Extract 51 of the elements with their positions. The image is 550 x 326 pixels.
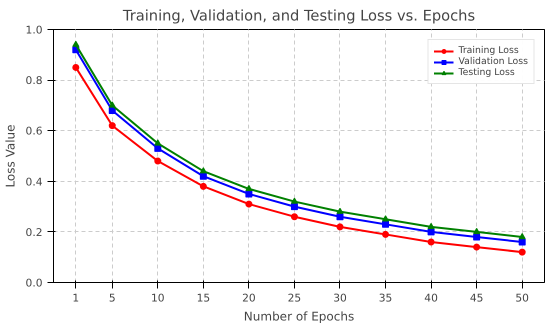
point bbox=[154, 158, 162, 165]
x-tick-label: 1 bbox=[72, 292, 80, 304]
x-tick-label: 30 bbox=[333, 292, 347, 304]
point bbox=[428, 222, 435, 230]
point bbox=[336, 223, 344, 230]
point bbox=[72, 40, 80, 47]
point bbox=[382, 230, 390, 238]
point bbox=[245, 190, 252, 198]
x-tick-label: 10 bbox=[151, 292, 165, 304]
point bbox=[428, 238, 435, 246]
y-tick-label: 0.0 bbox=[26, 276, 43, 290]
chart-title: Training, Validation, and Testing Loss vs. Epochs bbox=[122, 8, 476, 24]
point bbox=[290, 198, 298, 204]
point bbox=[473, 233, 480, 240]
y-axis-title: Loss Value bbox=[4, 124, 18, 188]
point bbox=[428, 228, 435, 236]
point bbox=[200, 182, 207, 190]
point bbox=[245, 200, 252, 208]
x-tick-label: 15 bbox=[196, 292, 210, 304]
point bbox=[108, 122, 116, 130]
x-tick-label: 20 bbox=[242, 292, 256, 304]
legend-label: Training Loss bbox=[458, 45, 519, 56]
x-tick-label: 45 bbox=[470, 292, 484, 304]
x-tick-label: 40 bbox=[424, 292, 438, 304]
y-tick-label: 0.8 bbox=[26, 74, 43, 88]
legend-label: Validation Loss bbox=[458, 56, 528, 67]
x-tick-label: 5 bbox=[108, 292, 116, 304]
y-tick-label: 1.0 bbox=[26, 24, 43, 36]
x-tick-label: 25 bbox=[288, 292, 302, 304]
point bbox=[72, 64, 80, 71]
x-tick-label: 35 bbox=[378, 292, 392, 304]
point bbox=[336, 208, 344, 214]
point bbox=[382, 215, 390, 222]
point bbox=[200, 167, 207, 174]
point bbox=[518, 248, 526, 256]
point bbox=[473, 244, 480, 251]
point bbox=[154, 144, 162, 152]
y-tick-label: 0.2 bbox=[26, 226, 43, 239]
point bbox=[108, 101, 116, 108]
x-tick-label: 50 bbox=[515, 292, 530, 304]
point bbox=[518, 238, 526, 246]
x-axis-title: Number of Epochs bbox=[244, 310, 354, 324]
point bbox=[473, 228, 480, 234]
point bbox=[290, 213, 298, 220]
legend-label: Testing Loss bbox=[458, 67, 515, 78]
y-tick-label: 0.6 bbox=[26, 124, 43, 138]
point bbox=[154, 139, 162, 146]
point bbox=[518, 232, 526, 240]
point bbox=[245, 184, 252, 192]
y-tick-label: 0.4 bbox=[26, 175, 43, 188]
point bbox=[382, 220, 390, 228]
